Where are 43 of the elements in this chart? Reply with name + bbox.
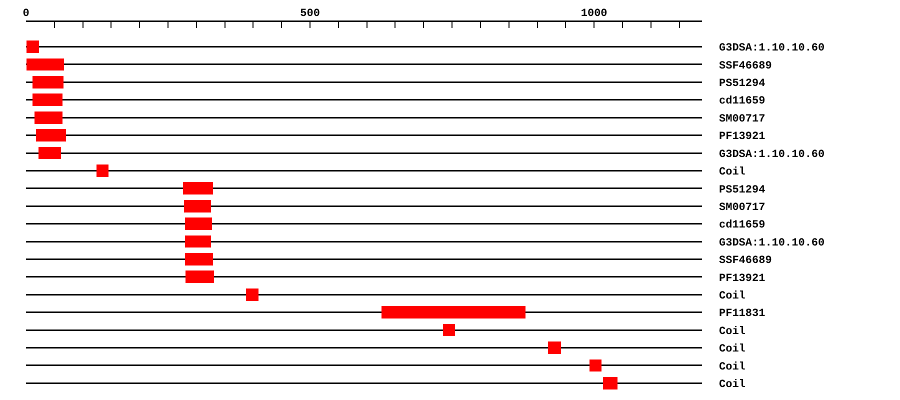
y-tick-label: Coil: [719, 290, 746, 302]
y-tick-label: SSF46689: [719, 255, 772, 268]
bar: [32, 94, 62, 106]
y-tick-label: Coil: [719, 326, 746, 338]
y-tick-label: Coil: [719, 166, 746, 179]
y-tick-label: G3DSA:1.10.10.60: [719, 148, 825, 161]
y-tick-label: Coil: [719, 344, 746, 356]
x-tick-label: 1000: [580, 8, 608, 20]
y-tick-label: Coil: [719, 361, 746, 374]
bar: [185, 253, 213, 266]
y-tick-label: PF13921: [719, 272, 766, 285]
bar: [32, 76, 64, 88]
y-tick-label: SM00717: [719, 113, 766, 126]
y-tick-label: G3DSA:1.10.10.60: [719, 42, 825, 55]
bar: [26, 58, 64, 71]
bar: [603, 376, 618, 390]
y-tick-label: cd11659: [719, 220, 766, 232]
y-tick-label: SM00717: [719, 202, 766, 214]
bar: [185, 218, 212, 230]
bar: [34, 111, 62, 124]
bar: [186, 270, 214, 284]
y-tick-label: PS51294: [719, 184, 766, 196]
y-tick-label: PF11831: [719, 308, 766, 320]
bar: [590, 359, 602, 372]
y-tick-label: Coil: [719, 379, 746, 391]
bar: [184, 200, 212, 212]
bar: [36, 129, 66, 142]
x-tick-label: 500: [300, 8, 320, 20]
bar: [182, 182, 213, 195]
bar: [26, 40, 40, 53]
bar: [442, 324, 455, 336]
bar: [185, 235, 212, 248]
bar: [38, 146, 62, 160]
bar: [548, 342, 562, 354]
y-tick-label: PS51294: [719, 78, 766, 90]
y-tick-label: SSF46689: [719, 60, 772, 72]
bar: [96, 164, 108, 177]
bar: [246, 288, 258, 301]
y-tick-label: PF13921: [719, 131, 766, 144]
bar: [382, 306, 526, 319]
x-tick-label: 0: [22, 8, 30, 20]
y-tick-label: G3DSA:1.10.10.60: [719, 237, 825, 250]
y-tick-label: cd11659: [719, 96, 766, 108]
